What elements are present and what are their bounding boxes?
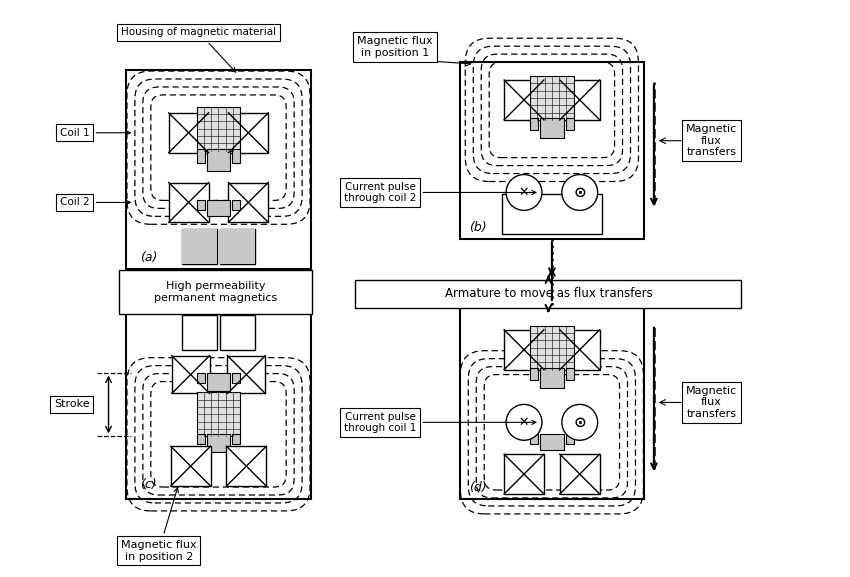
Bar bbox=[530, 118, 538, 130]
Bar bbox=[172, 355, 210, 394]
Bar bbox=[232, 434, 241, 444]
Bar bbox=[169, 113, 208, 153]
Bar bbox=[460, 305, 644, 499]
Bar bbox=[196, 373, 205, 383]
Bar bbox=[460, 62, 644, 239]
Text: Current pulse
through coil 2: Current pulse through coil 2 bbox=[344, 182, 536, 203]
Bar bbox=[540, 434, 564, 450]
Bar bbox=[182, 315, 217, 350]
Text: High permeability
permanent magnetics: High permeability permanent magnetics bbox=[154, 281, 277, 303]
Bar bbox=[504, 454, 544, 494]
Bar bbox=[232, 373, 241, 383]
Bar bbox=[196, 392, 241, 436]
Text: Coil 1: Coil 1 bbox=[60, 128, 130, 138]
Bar bbox=[504, 80, 544, 120]
Text: Magnetic flux
in position 1: Magnetic flux in position 1 bbox=[357, 36, 433, 58]
Circle shape bbox=[562, 175, 598, 211]
Bar bbox=[220, 315, 255, 350]
Bar bbox=[560, 80, 599, 120]
Bar bbox=[229, 113, 269, 153]
Text: (a): (a) bbox=[139, 250, 157, 264]
Bar bbox=[530, 76, 574, 120]
Bar bbox=[502, 194, 602, 234]
Bar bbox=[530, 368, 538, 380]
Bar bbox=[232, 200, 241, 211]
Text: ✕: ✕ bbox=[518, 186, 530, 199]
Bar bbox=[207, 200, 230, 216]
Bar bbox=[182, 229, 217, 264]
Text: Housing of magnetic material: Housing of magnetic material bbox=[121, 27, 276, 72]
Bar bbox=[229, 182, 269, 222]
Bar bbox=[220, 229, 255, 264]
Bar bbox=[127, 310, 310, 499]
Text: (b): (b) bbox=[469, 221, 486, 234]
Bar bbox=[226, 446, 266, 486]
Bar bbox=[207, 434, 230, 452]
Bar bbox=[566, 368, 574, 380]
Bar bbox=[560, 454, 599, 494]
Circle shape bbox=[562, 404, 598, 440]
Text: ✕: ✕ bbox=[518, 416, 530, 429]
Text: Magnetic
flux
transfers: Magnetic flux transfers bbox=[686, 124, 737, 158]
Bar bbox=[169, 182, 208, 222]
Text: (c): (c) bbox=[140, 478, 156, 490]
Text: (d): (d) bbox=[469, 481, 486, 493]
Bar bbox=[355, 280, 741, 308]
Bar bbox=[530, 326, 574, 370]
Text: Stroke: Stroke bbox=[54, 399, 89, 410]
Text: ⊙: ⊙ bbox=[574, 415, 586, 430]
Bar bbox=[207, 373, 230, 391]
Bar bbox=[232, 149, 241, 163]
Bar bbox=[228, 355, 265, 394]
Bar bbox=[530, 434, 538, 444]
Text: Current pulse
through coil 1: Current pulse through coil 1 bbox=[344, 411, 536, 433]
Bar bbox=[196, 434, 205, 444]
Circle shape bbox=[506, 175, 542, 211]
Bar bbox=[196, 107, 241, 151]
Bar bbox=[560, 330, 599, 370]
Bar bbox=[196, 200, 205, 211]
Bar bbox=[566, 434, 574, 444]
Bar bbox=[120, 270, 312, 314]
Text: Magnetic
flux
transfers: Magnetic flux transfers bbox=[686, 386, 737, 419]
Bar bbox=[196, 149, 205, 163]
Text: ⊙: ⊙ bbox=[574, 185, 586, 200]
Bar bbox=[127, 70, 310, 269]
Text: Coil 2: Coil 2 bbox=[60, 197, 130, 207]
Bar bbox=[171, 446, 211, 486]
Text: Armature to move as flux transfers: Armature to move as flux transfers bbox=[445, 287, 652, 301]
Bar bbox=[540, 368, 564, 388]
Bar bbox=[207, 149, 230, 171]
Bar bbox=[220, 229, 255, 264]
Circle shape bbox=[506, 404, 542, 440]
Bar bbox=[566, 118, 574, 130]
Bar bbox=[504, 330, 544, 370]
Text: Magnetic flux
in position 2: Magnetic flux in position 2 bbox=[121, 488, 196, 561]
Bar bbox=[182, 229, 217, 264]
Bar bbox=[540, 118, 564, 138]
